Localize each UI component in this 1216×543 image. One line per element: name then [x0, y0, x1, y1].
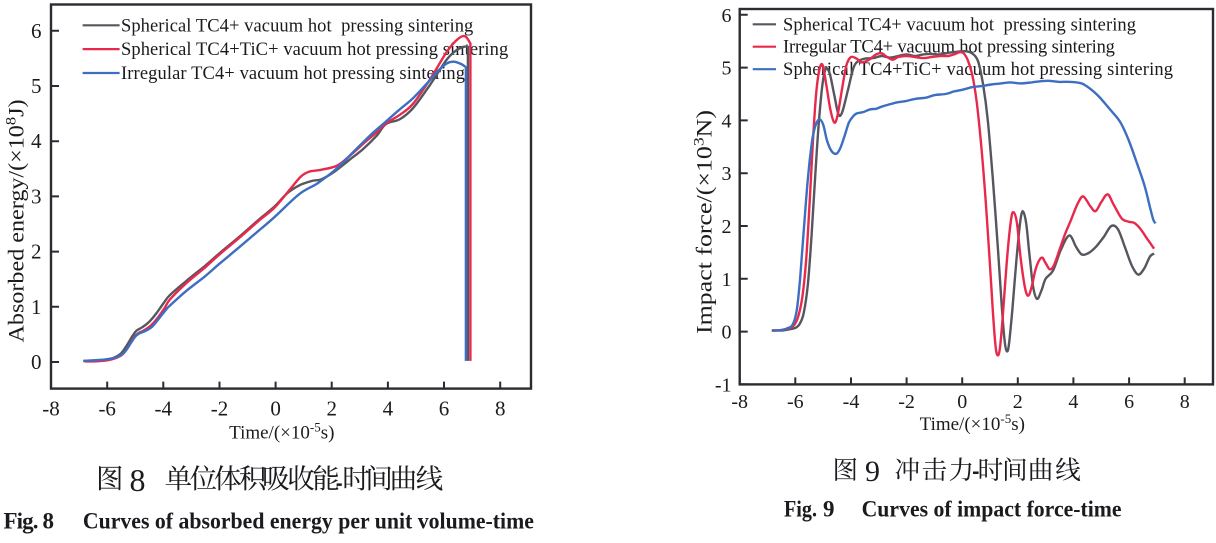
svg-text:Fig. 8: Fig. 8	[4, 508, 55, 533]
svg-text:Irregular TC4+ vacuum hot pres: Irregular TC4+ vacuum hot pressing sinte…	[121, 64, 465, 84]
svg-text:2: 2	[722, 216, 732, 238]
svg-text:2: 2	[31, 240, 42, 264]
svg-text:Spherical TC4+TiC+ vacuum hot: Spherical TC4+TiC+ vacuum hot pressing s…	[783, 60, 1173, 80]
svg-text:8: 8	[495, 397, 506, 421]
svg-text:Curves of absorbed energy per: Curves of absorbed energy per unit volum…	[83, 508, 534, 533]
svg-text:4: 4	[383, 397, 394, 421]
svg-text:-2: -2	[898, 391, 915, 413]
svg-text:-8: -8	[42, 397, 60, 421]
svg-text:0: 0	[957, 391, 967, 413]
svg-text:0: 0	[270, 397, 281, 421]
svg-text:Spherical TC4+ vacuum hot pre: Spherical TC4+ vacuum hot pressing sinte…	[783, 15, 1136, 35]
svg-text:8: 8	[1180, 391, 1190, 413]
svg-text:3: 3	[722, 163, 732, 185]
svg-text:-1: -1	[715, 374, 732, 396]
svg-text:3: 3	[31, 184, 42, 208]
svg-text:6: 6	[1124, 391, 1134, 413]
svg-text:Spherical TC4+TiC+ vacuum hot: Spherical TC4+TiC+ vacuum hot pressing s…	[121, 40, 508, 60]
svg-text:-4: -4	[155, 397, 173, 421]
svg-text:9: 9	[865, 455, 880, 488]
svg-text:6: 6	[31, 19, 42, 43]
svg-text:5: 5	[722, 58, 732, 80]
svg-text:Absorbed energy/(×108J): Absorbed energy/(×108J)	[4, 100, 29, 343]
svg-text:-6: -6	[98, 397, 116, 421]
svg-text:Fig.: Fig.	[784, 496, 817, 521]
svg-text:-2: -2	[211, 397, 229, 421]
svg-text:2: 2	[326, 397, 337, 421]
svg-text:Spherical TC4+ vacuum hot pre: Spherical TC4+ vacuum hot pressing sinte…	[121, 16, 473, 36]
svg-text:4: 4	[1068, 391, 1078, 413]
svg-text:1: 1	[722, 269, 732, 291]
svg-text:4: 4	[722, 110, 732, 132]
svg-text:2: 2	[1013, 391, 1023, 413]
svg-text:-4: -4	[843, 391, 860, 413]
svg-text:4: 4	[31, 129, 42, 153]
svg-text:Irregular TC4+ vacuum hot pres: Irregular TC4+ vacuum hot pressing sinte…	[783, 38, 1115, 58]
svg-text:0: 0	[722, 322, 732, 344]
svg-text:9: 9	[823, 496, 835, 521]
svg-text:-6: -6	[787, 391, 804, 413]
svg-text:8: 8	[130, 462, 146, 498]
svg-text:0: 0	[31, 350, 42, 374]
svg-text:6: 6	[722, 5, 732, 27]
svg-text:Impact force/(×103N): Impact force/(×103N)	[692, 110, 717, 334]
svg-text:Curves of impact force-time: Curves of impact force-time	[862, 496, 1122, 521]
svg-text:1: 1	[31, 295, 42, 319]
svg-text:Time/(×10-5s): Time/(×10-5s)	[229, 420, 334, 444]
svg-text:-8: -8	[731, 391, 748, 413]
svg-text:6: 6	[439, 397, 450, 421]
svg-text:5: 5	[31, 74, 42, 98]
